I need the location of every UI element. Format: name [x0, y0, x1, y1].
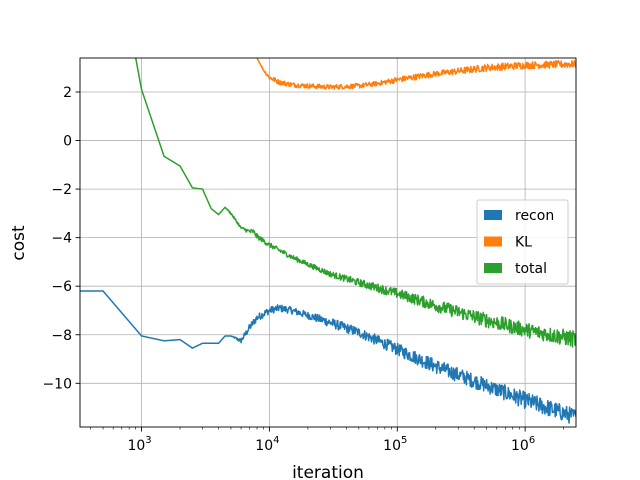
legend-swatch-kl — [484, 236, 502, 247]
series-layer — [80, 58, 576, 424]
legend-swatch-total — [484, 263, 502, 273]
ticks: 103 104 105 106 2 0 −2 −4 −6 −8 −10 — [42, 85, 564, 454]
x-tick-label: 104 — [255, 435, 279, 454]
y-tick-label: 0 — [63, 134, 72, 150]
legend: recon KL total — [476, 199, 569, 285]
y-axis-label: cost — [9, 225, 29, 261]
y-tick-label: −4 — [51, 231, 72, 247]
legend-label-total: total — [515, 261, 547, 277]
plot-frame — [79, 57, 577, 428]
x-tick-label: 105 — [383, 435, 407, 454]
y-tick-label: −8 — [51, 328, 72, 344]
series-line-recon — [80, 290, 576, 424]
x-tick-label: 103 — [127, 435, 151, 454]
legend-label-kl: KL — [515, 235, 532, 251]
series-line-total — [134, 58, 576, 348]
x-axis-label: iteration — [292, 463, 364, 480]
y-tick-label: −6 — [51, 279, 72, 295]
y-tick-label: 2 — [63, 85, 72, 101]
legend-swatch-recon — [484, 210, 502, 220]
legend-label-recon: recon — [515, 208, 554, 224]
series-line-kl — [256, 58, 576, 91]
y-tick-label: −2 — [51, 182, 72, 198]
y-tick-label: −10 — [42, 376, 72, 392]
x-tick-label: 106 — [511, 435, 535, 454]
